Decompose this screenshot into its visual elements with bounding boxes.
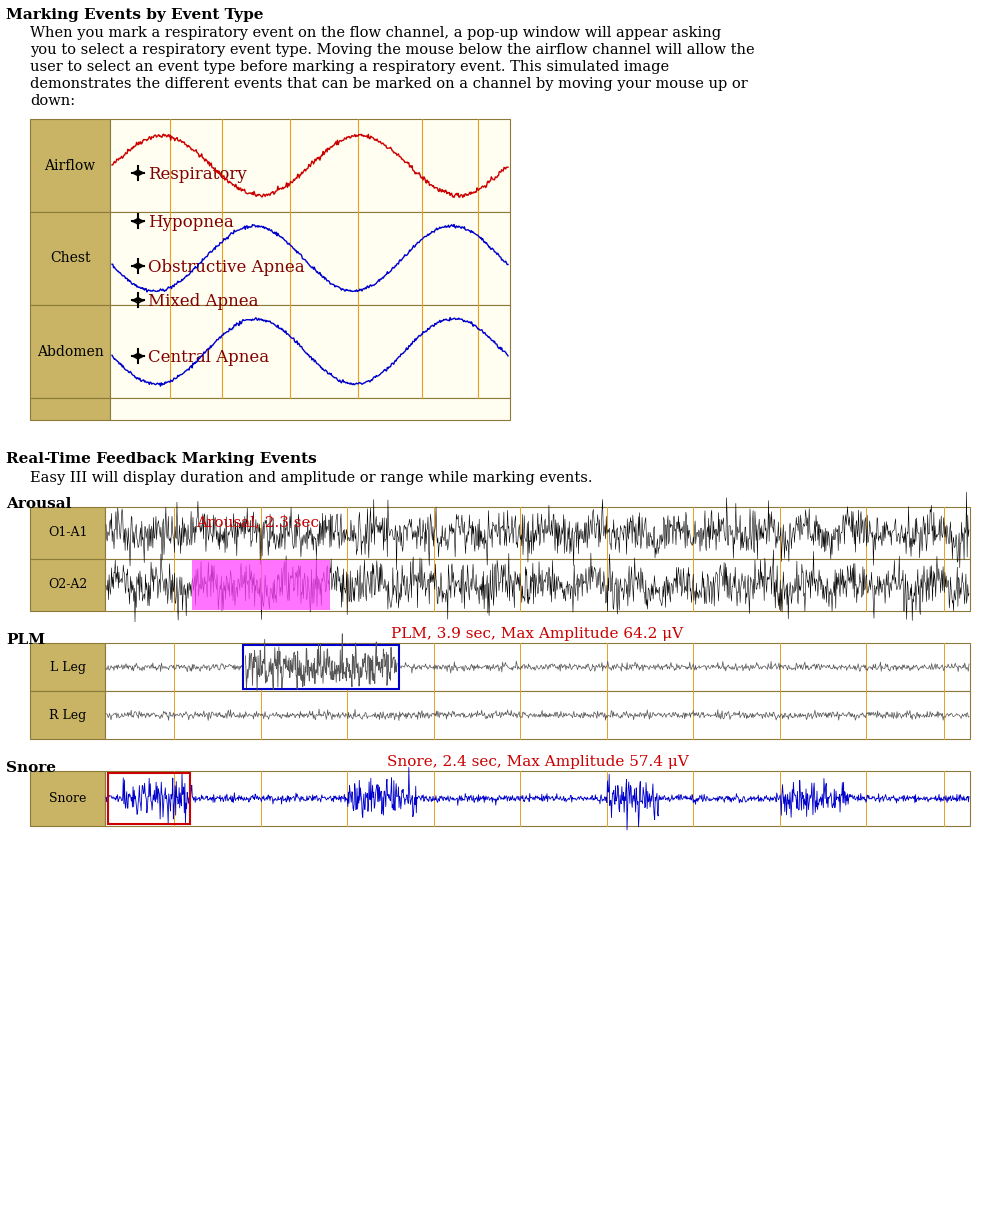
Bar <box>110 305 510 399</box>
Text: Snore: Snore <box>6 761 56 775</box>
Bar <box>30 212 110 305</box>
Bar <box>30 691 105 739</box>
Text: PLM, 3.9 sec, Max Amplitude 64.2 μV: PLM, 3.9 sec, Max Amplitude 64.2 μV <box>391 627 684 641</box>
Text: Snore, 2.4 sec, Max Amplitude 57.4 μV: Snore, 2.4 sec, Max Amplitude 57.4 μV <box>386 755 689 769</box>
Bar <box>30 305 110 399</box>
Text: Obstructive Apnea: Obstructive Apnea <box>148 260 304 276</box>
Text: Easy III will display duration and amplitude or range while marking events.: Easy III will display duration and ampli… <box>30 471 593 485</box>
Bar <box>110 399 510 419</box>
Text: O2-A2: O2-A2 <box>47 578 87 592</box>
Text: down:: down: <box>30 93 75 108</box>
Bar <box>108 772 190 824</box>
Text: PLM: PLM <box>6 633 45 647</box>
Bar <box>243 645 399 689</box>
Text: Marking Events by Event Type: Marking Events by Event Type <box>6 9 264 22</box>
Text: Central Apnea: Central Apnea <box>148 349 269 367</box>
Text: Respiratory: Respiratory <box>148 166 247 183</box>
Bar <box>110 119 510 212</box>
Bar <box>105 507 970 558</box>
Text: When you mark a respiratory event on the flow channel, a pop-up window will appe: When you mark a respiratory event on the… <box>30 26 721 41</box>
Bar <box>30 119 110 212</box>
Text: Abdomen: Abdomen <box>37 344 104 358</box>
Bar <box>192 560 330 610</box>
Bar <box>105 558 970 611</box>
Text: Mixed Apnea: Mixed Apnea <box>148 293 259 310</box>
Text: Airflow: Airflow <box>44 159 96 172</box>
Bar <box>105 643 970 691</box>
Bar <box>30 558 105 611</box>
Text: R Leg: R Leg <box>48 708 86 722</box>
Bar <box>30 643 105 691</box>
Text: O1-A1: O1-A1 <box>47 526 87 540</box>
Text: L Leg: L Leg <box>49 661 86 674</box>
Text: Arousal: Arousal <box>6 497 71 510</box>
Text: user to select an event type before marking a respiratory event. This simulated : user to select an event type before mark… <box>30 60 669 74</box>
Text: Snore: Snore <box>48 792 86 804</box>
Bar <box>105 691 970 739</box>
Text: Hypopnea: Hypopnea <box>148 214 234 231</box>
Bar <box>30 507 105 558</box>
Text: Real-Time Feedback Marking Events: Real-Time Feedback Marking Events <box>6 451 317 466</box>
Text: you to select a respiratory event type. Moving the mouse below the airflow chann: you to select a respiratory event type. … <box>30 43 755 57</box>
Bar <box>105 771 970 827</box>
Bar <box>110 212 510 305</box>
Text: Chest: Chest <box>49 251 90 266</box>
Text: demonstrates the different events that can be marked on a channel by moving your: demonstrates the different events that c… <box>30 77 748 91</box>
Bar <box>30 399 110 419</box>
Bar <box>30 771 105 827</box>
Text: Arousal, 2.3 sec: Arousal, 2.3 sec <box>197 515 319 529</box>
